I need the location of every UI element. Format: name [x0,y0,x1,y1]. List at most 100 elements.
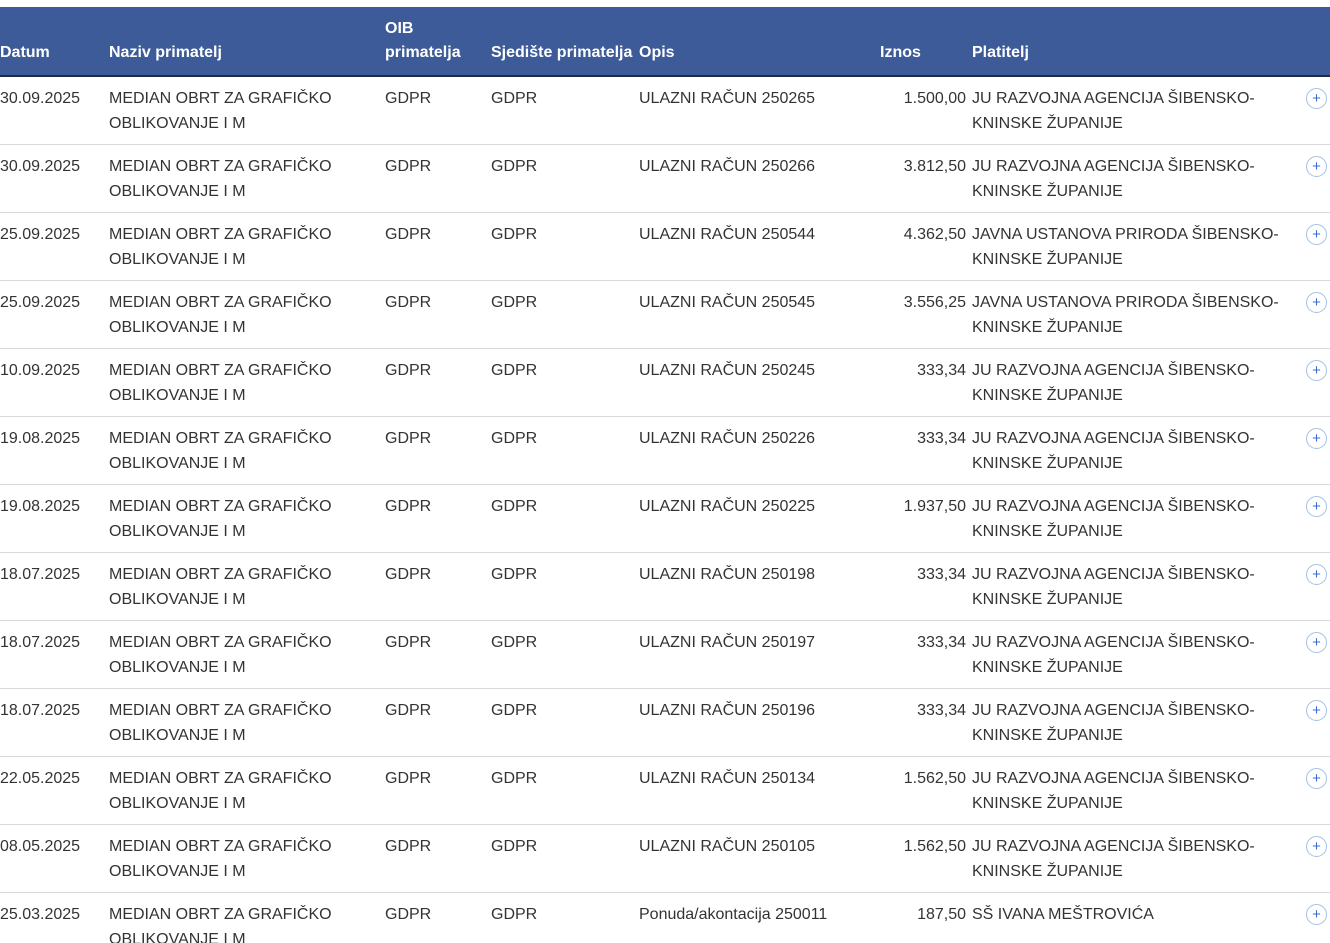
expand-row-plus-circle-icon[interactable]: + [1306,904,1327,925]
cell-sjediste: GDPR [491,280,639,349]
cell-iznos: 333,34 [880,552,972,621]
expand-row-plus-circle-icon[interactable]: + [1306,292,1327,313]
table-row: 18.07.2025 MEDIAN OBRT ZA GRAFIČKO OBLIKO… [0,552,1330,621]
cell-platitelj: SŠ IVANA MEŠTROVIĆA [972,892,1295,943]
cell-oib: GDPR [385,756,491,825]
table-row: 08.05.2025 MEDIAN OBRT ZA GRAFIČKO OBLIKO… [0,824,1330,893]
cell-oib: GDPR [385,144,491,213]
expand-row-plus-circle-icon[interactable]: + [1306,700,1327,721]
cell-sjediste: GDPR [491,484,639,553]
payments-table: Datum Naziv primatelj OIB primatelja Sjediš… [0,7,1330,943]
cell-sjediste: GDPR [491,552,639,621]
cell-sjediste: GDPR [491,348,639,417]
expand-row-plus-circle-icon[interactable]: + [1306,88,1327,109]
expand-row-plus-circle-icon[interactable]: + [1306,156,1327,177]
cell-iznos: 3.812,50 [880,144,972,213]
cell-oib: GDPR [385,484,491,553]
cell-detail: + [1295,620,1330,689]
cell-datum: 30.09.2025 [0,144,109,213]
cell-detail: + [1295,892,1330,943]
cell-naziv: MEDIAN OBRT ZA GRAFIČKO OBLIKOVANJE I M [109,484,385,553]
cell-sjediste: GDPR [491,756,639,825]
cell-naziv: MEDIAN OBRT ZA GRAFIČKO OBLIKOVANJE I M [109,212,385,281]
cell-datum: 25.09.2025 [0,280,109,349]
table-header: Datum Naziv primatelj OIB primatelja Sjediš… [0,7,1330,77]
cell-oib: GDPR [385,76,491,145]
cell-platitelj: JU RAZVOJNA AGENCIJA ŠIBENSKO-KNINSKE ŽU… [972,688,1295,757]
table-row: 25.09.2025 MEDIAN OBRT ZA GRAFIČKO OBLIKO… [0,212,1330,281]
cell-naziv: MEDIAN OBRT ZA GRAFIČKO OBLIKOVANJE I M [109,348,385,417]
expand-row-plus-circle-icon[interactable]: + [1306,836,1327,857]
cell-detail: + [1295,552,1330,621]
cell-iznos: 4.362,50 [880,212,972,281]
cell-naziv: MEDIAN OBRT ZA GRAFIČKO OBLIKOVANJE I M [109,756,385,825]
expand-row-plus-circle-icon[interactable]: + [1306,632,1327,653]
cell-opis: ULAZNI RAČUN 250196 [639,688,880,757]
column-header-platitelj[interactable]: Platitelj [972,7,1295,77]
cell-naziv: MEDIAN OBRT ZA GRAFIČKO OBLIKOVANJE I M [109,824,385,893]
cell-detail: + [1295,212,1330,281]
cell-detail: + [1295,484,1330,553]
cell-opis: Ponuda/akontacija 250011 [639,892,880,943]
cell-naziv: MEDIAN OBRT ZA GRAFIČKO OBLIKOVANJE I M [109,280,385,349]
cell-platitelj: JU RAZVOJNA AGENCIJA ŠIBENSKO-KNINSKE ŽU… [972,76,1295,145]
cell-sjediste: GDPR [491,416,639,485]
column-header-naziv[interactable]: Naziv primatelj [109,7,385,77]
cell-opis: ULAZNI RAČUN 250545 [639,280,880,349]
cell-datum: 18.07.2025 [0,688,109,757]
cell-platitelj: JU RAZVOJNA AGENCIJA ŠIBENSKO-KNINSKE ŽU… [972,416,1295,485]
expand-row-plus-circle-icon[interactable]: + [1306,360,1327,381]
cell-detail: + [1295,756,1330,825]
cell-opis: ULAZNI RAČUN 250265 [639,76,880,145]
table-row: 19.08.2025 MEDIAN OBRT ZA GRAFIČKO OBLIKO… [0,484,1330,553]
expand-row-plus-circle-icon[interactable]: + [1306,224,1327,245]
cell-platitelj: JAVNA USTANOVA PRIRODA ŠIBENSKO-KNINSKE … [972,212,1295,281]
cell-platitelj: JU RAZVOJNA AGENCIJA ŠIBENSKO-KNINSKE ŽU… [972,348,1295,417]
cell-naziv: MEDIAN OBRT ZA GRAFIČKO OBLIKOVANJE I M [109,892,385,943]
cell-sjediste: GDPR [491,892,639,943]
cell-detail: + [1295,688,1330,757]
column-header-iznos[interactable]: Iznos [880,7,972,77]
cell-oib: GDPR [385,552,491,621]
cell-naziv: MEDIAN OBRT ZA GRAFIČKO OBLIKOVANJE I M [109,620,385,689]
cell-detail: + [1295,824,1330,893]
cell-datum: 25.03.2025 [0,892,109,943]
cell-iznos: 333,34 [880,348,972,417]
cell-oib: GDPR [385,280,491,349]
cell-oib: GDPR [385,824,491,893]
cell-oib: GDPR [385,348,491,417]
cell-datum: 18.07.2025 [0,552,109,621]
cell-platitelj: JU RAZVOJNA AGENCIJA ŠIBENSKO-KNINSKE ŽU… [972,484,1295,553]
table-row: 25.09.2025 MEDIAN OBRT ZA GRAFIČKO OBLIKO… [0,280,1330,349]
cell-platitelj: JU RAZVOJNA AGENCIJA ŠIBENSKO-KNINSKE ŽU… [972,552,1295,621]
cell-detail: + [1295,348,1330,417]
cell-oib: GDPR [385,620,491,689]
table-row: 30.09.2025 MEDIAN OBRT ZA GRAFIČKO OBLIKO… [0,76,1330,145]
cell-sjediste: GDPR [491,824,639,893]
cell-detail: + [1295,144,1330,213]
cell-naziv: MEDIAN OBRT ZA GRAFIČKO OBLIKOVANJE I M [109,416,385,485]
column-header-oib[interactable]: OIB primatelja [385,7,491,77]
expand-row-plus-circle-icon[interactable]: + [1306,564,1327,585]
cell-opis: ULAZNI RAČUN 250105 [639,824,880,893]
cell-platitelj: JU RAZVOJNA AGENCIJA ŠIBENSKO-KNINSKE ŽU… [972,144,1295,213]
column-header-opis[interactable]: Opis [639,7,880,77]
cell-sjediste: GDPR [491,688,639,757]
expand-row-plus-circle-icon[interactable]: + [1306,768,1327,789]
column-header-datum[interactable]: Datum [0,7,109,77]
column-header-sjediste[interactable]: Sjedište primatelja [491,7,639,77]
cell-opis: ULAZNI RAČUN 250245 [639,348,880,417]
cell-platitelj: JU RAZVOJNA AGENCIJA ŠIBENSKO-KNINSKE ŽU… [972,824,1295,893]
cell-opis: ULAZNI RAČUN 250226 [639,416,880,485]
expand-row-plus-circle-icon[interactable]: + [1306,428,1327,449]
cell-iznos: 187,50 [880,892,972,943]
cell-oib: GDPR [385,688,491,757]
cell-platitelj: JU RAZVOJNA AGENCIJA ŠIBENSKO-KNINSKE ŽU… [972,620,1295,689]
cell-sjediste: GDPR [491,144,639,213]
table-body: 30.09.2025 MEDIAN OBRT ZA GRAFIČKO OBLIKO… [0,76,1330,943]
cell-iznos: 333,34 [880,620,972,689]
cell-opis: ULAZNI RAČUN 250544 [639,212,880,281]
table-row: 18.07.2025 MEDIAN OBRT ZA GRAFIČKO OBLIKO… [0,620,1330,689]
expand-row-plus-circle-icon[interactable]: + [1306,496,1327,517]
cell-oib: GDPR [385,892,491,943]
